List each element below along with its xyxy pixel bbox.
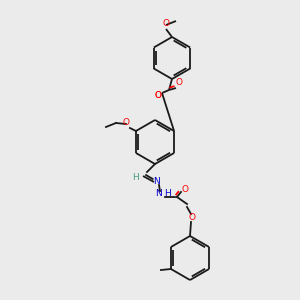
Text: O: O	[154, 91, 161, 100]
Text: O: O	[182, 184, 188, 194]
Text: O: O	[154, 91, 161, 100]
Text: H: H	[164, 190, 171, 199]
Text: O: O	[163, 19, 170, 28]
Text: O: O	[188, 214, 196, 223]
Text: H: H	[132, 172, 139, 182]
Text: O: O	[122, 118, 129, 127]
Text: N: N	[154, 190, 161, 199]
Text: O: O	[176, 78, 182, 87]
Text: N: N	[154, 178, 160, 187]
